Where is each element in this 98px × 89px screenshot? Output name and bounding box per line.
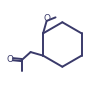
Text: O: O xyxy=(44,14,51,23)
Text: O: O xyxy=(6,55,13,64)
